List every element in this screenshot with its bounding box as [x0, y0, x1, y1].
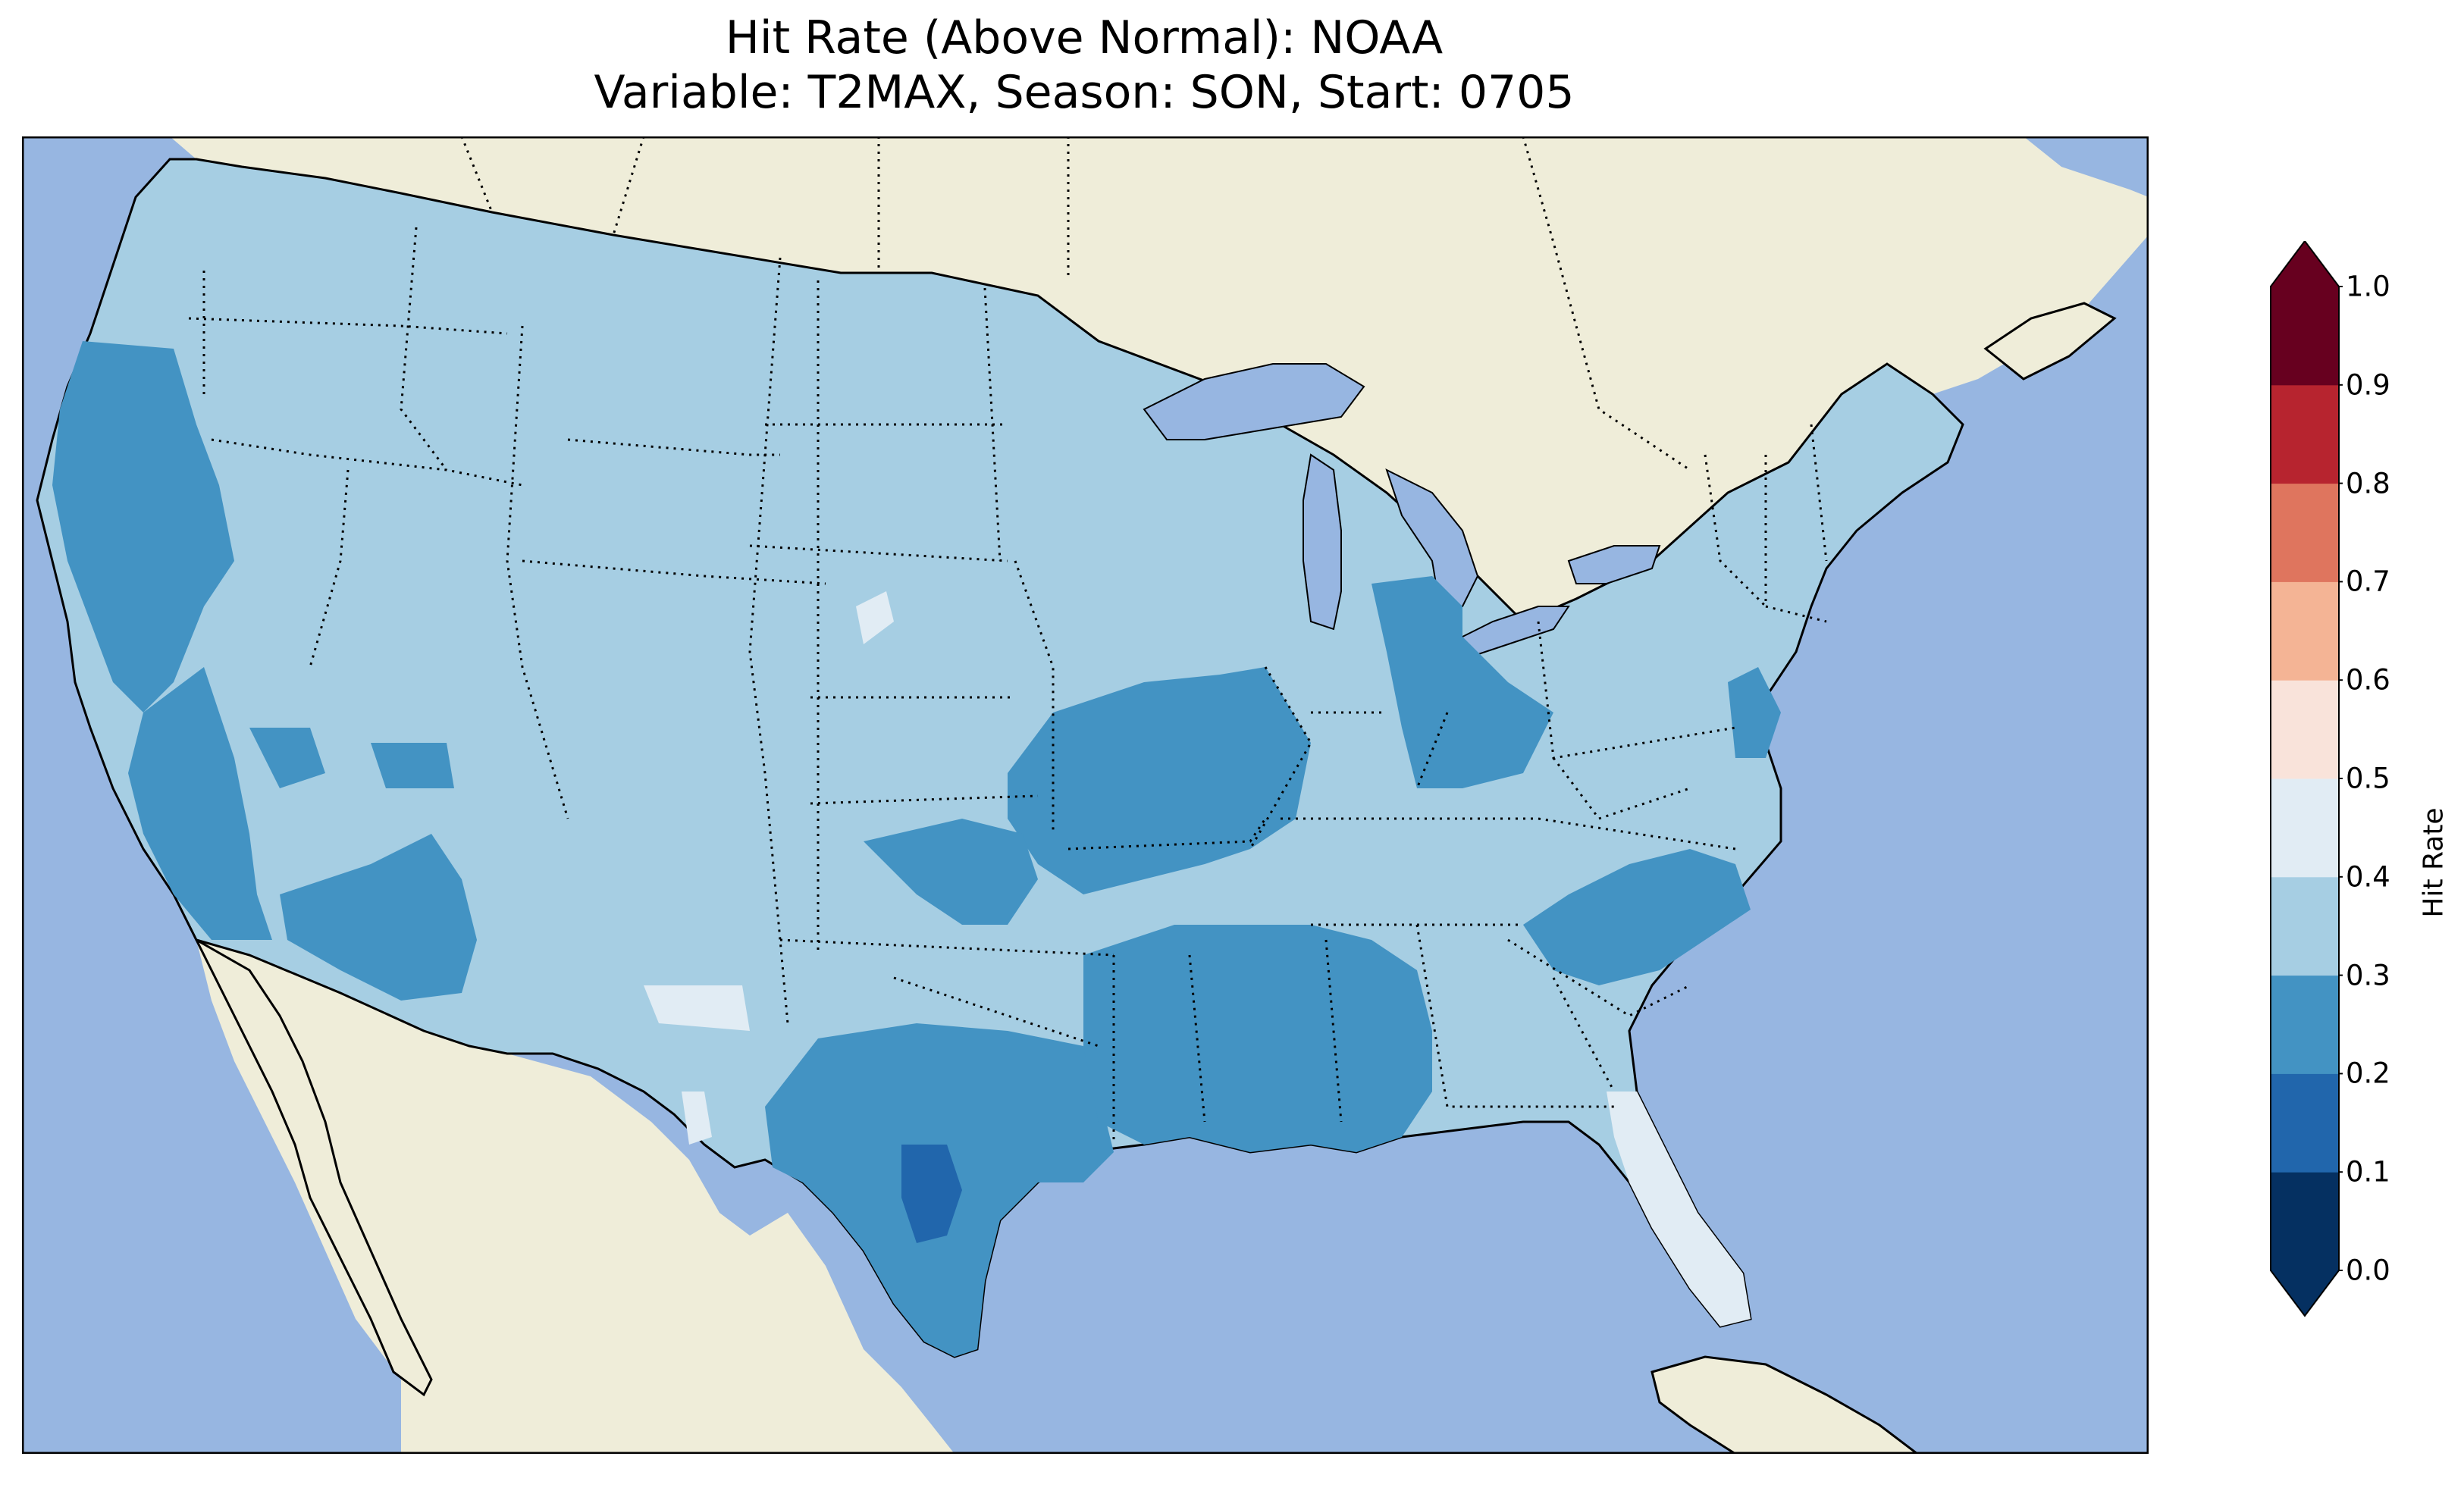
- colorbar-label: Hit Rate: [2418, 807, 2450, 918]
- region-carolinas: [1523, 849, 1751, 985]
- colorbar-tick-label: 0.6: [2346, 663, 2390, 697]
- chart-title: Hit Rate (Above Normal): NOAA Variable: …: [0, 11, 2168, 120]
- colorbar-tick-label: 0.7: [2346, 565, 2390, 598]
- region-oklahoma: [864, 819, 1038, 925]
- bin-0-4-0-5-regions: [644, 591, 1751, 1326]
- colorbar-tick-label: 0.2: [2346, 1057, 2390, 1090]
- lake-michigan: [1303, 453, 1342, 631]
- colorbar-bin-6: [2271, 581, 2339, 681]
- colorbar: 0.0 0.1 0.2 0.3 0.4 0.5 0.6 0.7 0.8 0.9 1.0 Hit Ra…: [2267, 241, 2464, 1454]
- region-plains: [1008, 667, 1311, 894]
- title-line-2: Variable: T2MAX, Season: SON, Start: 070…: [594, 66, 1575, 119]
- map-frame: [22, 136, 2149, 1454]
- region-west-coast: [52, 341, 234, 713]
- colorbar-extend-min: [2271, 1270, 2339, 1316]
- map-panel: [22, 136, 2149, 1454]
- lake-ontario: [1567, 545, 1661, 584]
- bin-0-2-0-3-regions: [52, 341, 1781, 1357]
- region-arizona: [280, 834, 477, 1001]
- colorbar-tick-label: 0.0: [2346, 1254, 2390, 1287]
- region-gulf-south: [1083, 925, 1432, 1152]
- colorbar-bin-2: [2271, 975, 2339, 1074]
- colorbar-bin-5: [2271, 680, 2339, 779]
- region-nevada-patch: [249, 728, 325, 788]
- colorbar-svg: [2270, 241, 2343, 1317]
- colorbar-tick-label: 0.8: [2346, 467, 2390, 500]
- region-new-jersey: [1728, 667, 1781, 758]
- region-south-texas-core: [901, 1145, 962, 1243]
- colorbar-tick-label: 0.9: [2346, 368, 2390, 402]
- baja-peninsula: [193, 937, 433, 1397]
- region-utah-patch: [371, 743, 454, 788]
- nova-scotia: [1983, 302, 2117, 381]
- region-california: [128, 667, 272, 940]
- colorbar-tick-label: 0.3: [2346, 959, 2390, 992]
- region-florida: [1607, 1092, 1751, 1326]
- colorbar-bin-1: [2271, 1073, 2339, 1173]
- province-borders: [460, 136, 1691, 471]
- colorbar-bin-7: [2271, 483, 2339, 582]
- colorbar-extend-max: [2271, 241, 2339, 287]
- colorbar-tick-label: 0.5: [2346, 762, 2390, 795]
- region-new-mexico-patch: [644, 985, 750, 1031]
- region-kansas-patch: [856, 591, 894, 644]
- canada-land: [170, 136, 2149, 622]
- colorbar-bin-4: [2271, 778, 2339, 878]
- colorbar-bin-0: [2271, 1172, 2339, 1271]
- region-ohio-michigan: [1372, 576, 1553, 788]
- colorbar-bin-8: [2271, 384, 2339, 484]
- colorbar-tick-label: 0.4: [2346, 860, 2390, 894]
- region-west-texas-patch: [682, 1092, 712, 1145]
- state-borders: [188, 227, 1828, 1145]
- map-svg: [22, 136, 2149, 1454]
- colorbar-tick-label: 0.1: [2346, 1155, 2390, 1189]
- cuba-island: [1651, 1355, 1920, 1454]
- colorbar-bin-3: [2271, 876, 2339, 976]
- title-line-1: Hit Rate (Above Normal): NOAA: [725, 11, 1444, 64]
- colorbar-bin-9: [2271, 287, 2339, 386]
- lake-superior: [1143, 363, 1365, 440]
- colorbar-tick-label: 1.0: [2346, 270, 2390, 303]
